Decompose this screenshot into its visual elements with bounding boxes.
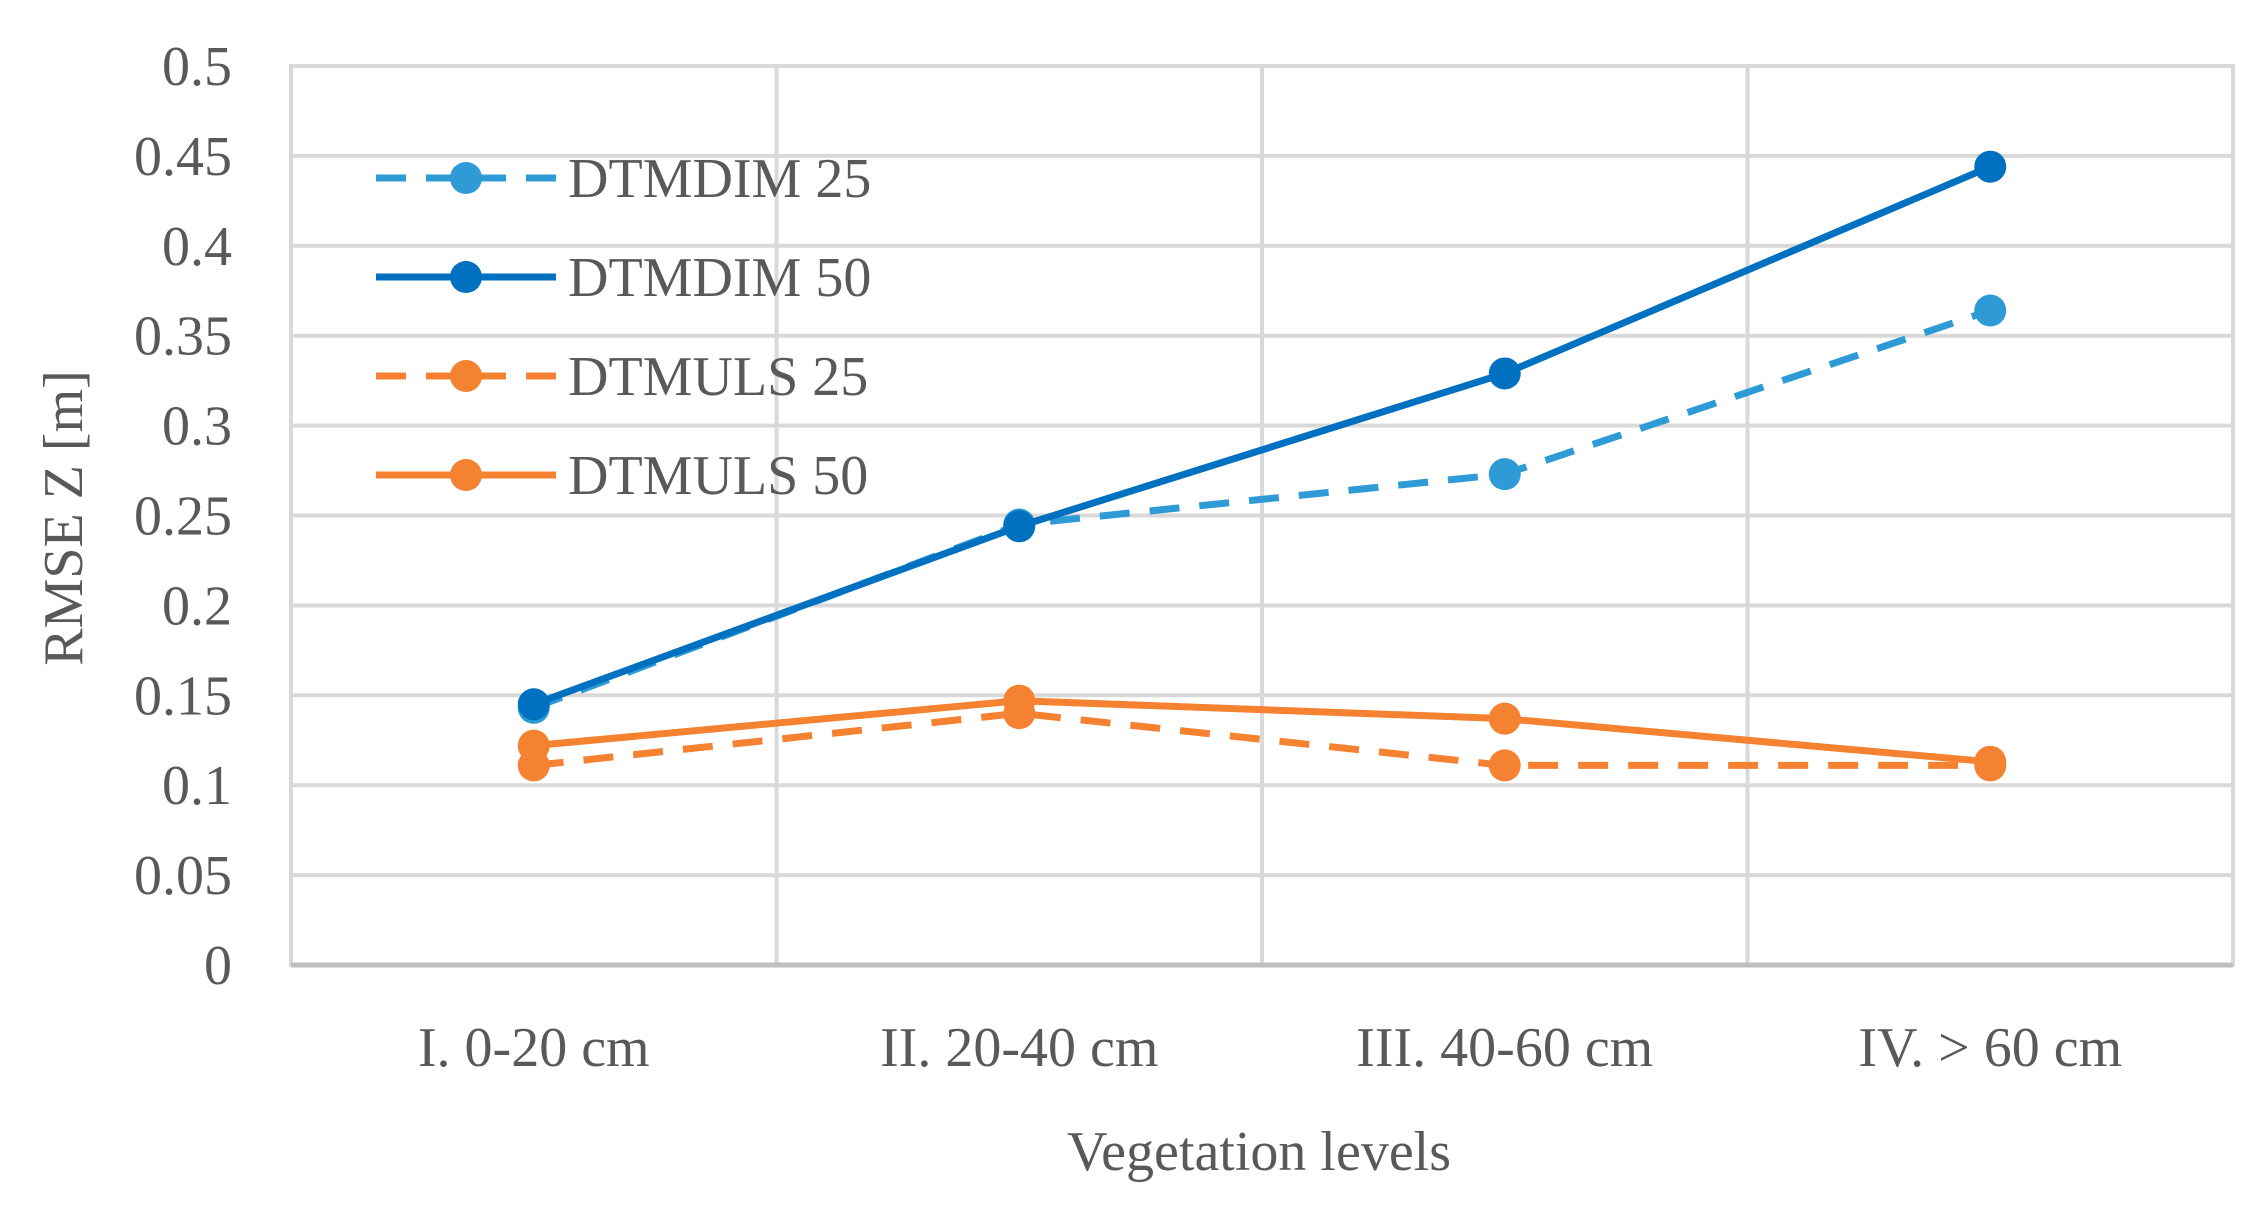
data-point	[1488, 458, 1521, 491]
x-axis-title: Vegetation levels	[1067, 1121, 1451, 1183]
series-dtmdim-50	[517, 150, 2007, 721]
y-tick-label: 0.15	[134, 665, 232, 727]
data-point	[1488, 749, 1521, 782]
series-line	[533, 709, 1991, 769]
legend-swatch-marker	[450, 261, 482, 293]
legend-item: DTMDIM 50	[376, 247, 871, 309]
y-tick-label: 0.2	[162, 575, 232, 637]
grid	[289, 64, 2235, 968]
y-tick-label: 0.4	[162, 216, 232, 278]
data-point	[1488, 357, 1521, 390]
y-axis-title: RMSE Z [m]	[33, 370, 95, 666]
legend-swatch-marker	[450, 162, 482, 194]
data-point	[1974, 294, 2007, 327]
y-tick-label: 0.05	[134, 845, 232, 907]
legend: DTMDIM 25 DTMDIM 50 DTMULS 25 DTMULS 50	[376, 148, 871, 507]
x-category-label: II. 20-40 cm	[880, 1017, 1158, 1079]
x-category-label: I. 0-20 cm	[418, 1017, 650, 1079]
legend-item: DTMULS 50	[376, 445, 868, 507]
legend-label: DTMDIM 50	[568, 247, 871, 309]
legend-label: DTMULS 25	[568, 346, 868, 408]
legend-swatch-marker	[450, 459, 482, 491]
x-category-label: IV. > 60 cm	[1858, 1017, 2122, 1079]
legend-item: DTMDIM 25	[376, 148, 871, 210]
data-point	[1003, 510, 1036, 543]
legend-item: DTMULS 25	[376, 346, 868, 408]
y-tick-labels: 0 0.05 0.1 0.15 0.2 0.25 0.3 0.35 0.4 0.45 0.5	[134, 36, 232, 997]
y-tick-label: 0.35	[134, 306, 232, 368]
legend-label: DTMULS 50	[568, 445, 868, 507]
y-tick-label: 0.1	[162, 755, 232, 817]
data-point	[517, 729, 550, 762]
data-point	[1974, 150, 2007, 183]
y-tick-label: 0.45	[134, 126, 232, 188]
series-line	[533, 697, 1991, 766]
series-lines	[517, 150, 2007, 782]
data-point	[1488, 702, 1521, 735]
data-point	[1003, 684, 1036, 717]
legend-label: DTMDIM 25	[568, 148, 871, 210]
y-tick-label: 0.3	[162, 396, 232, 458]
series-dtmuls-50	[517, 684, 2007, 778]
data-point	[517, 688, 550, 721]
x-category-labels: I. 0-20 cm II. 20-40 cm III. 40-60 cm IV. >…	[418, 1017, 2122, 1079]
legend-swatch-marker	[450, 360, 482, 392]
x-category-label: III. 40-60 cm	[1356, 1017, 1653, 1079]
y-tick-label: 0	[204, 935, 232, 997]
series-line	[532, 163, 1992, 708]
y-tick-label: 0.25	[134, 486, 232, 548]
data-point	[1974, 745, 2007, 778]
y-tick-label: 0.5	[162, 36, 232, 98]
